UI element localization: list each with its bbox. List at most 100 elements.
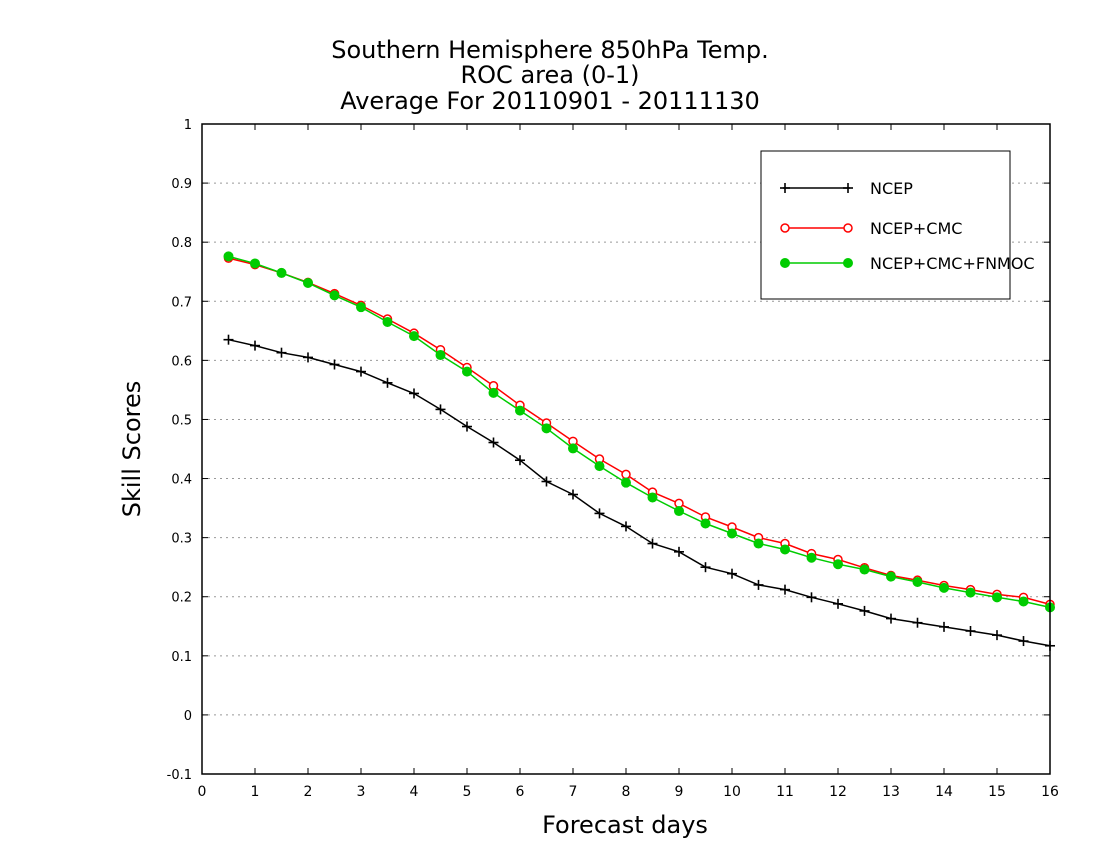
x-tick-label: 9 <box>675 784 684 800</box>
x-tick-label: 7 <box>569 784 578 800</box>
data-point <box>515 455 525 466</box>
series-2 <box>223 251 1055 613</box>
y-tick-label: 0.9 <box>171 177 192 192</box>
y-tick-label: 0.6 <box>171 354 192 369</box>
data-point <box>541 423 552 434</box>
data-point <box>356 366 366 377</box>
data-point <box>886 571 896 582</box>
legend-entry: NCEP <box>780 179 913 198</box>
x-tick-label: 3 <box>357 784 366 800</box>
data-point <box>753 579 764 590</box>
data-point <box>727 528 737 539</box>
x-tick-label: 13 <box>882 784 900 800</box>
data-point <box>780 544 790 555</box>
data-point <box>276 267 287 278</box>
data-point <box>276 347 287 358</box>
data-point <box>965 587 976 598</box>
x-axis-label: Forecast days <box>542 811 708 839</box>
y-tick-label: 1 <box>184 118 192 133</box>
x-tick-label: 0 <box>198 784 207 800</box>
x-tick-label: 5 <box>463 784 472 800</box>
data-point <box>753 538 764 549</box>
x-tick-label: 1 <box>251 784 260 800</box>
data-point <box>303 277 313 288</box>
y-axis-label: Skill Scores <box>118 381 146 518</box>
data-point <box>912 617 923 628</box>
legend-entry: NCEP+CMC+FNMOC <box>780 254 1035 273</box>
data-point <box>674 506 684 517</box>
data-point <box>329 359 340 370</box>
y-tick-label: -0.1 <box>167 768 192 783</box>
data-point <box>568 489 578 500</box>
x-tick-label: 4 <box>410 784 419 800</box>
data-point <box>435 404 446 415</box>
data-point <box>621 469 631 480</box>
series-line <box>228 255 1051 609</box>
data-point <box>435 350 446 361</box>
legend-marker <box>780 258 790 268</box>
y-tick-label: 0.8 <box>171 236 192 251</box>
y-tick-label: 0.1 <box>171 650 192 665</box>
data-point <box>382 316 393 327</box>
data-point <box>621 477 631 488</box>
data-point <box>912 576 923 587</box>
data-point <box>833 559 843 570</box>
data-point <box>409 388 419 399</box>
data-point <box>329 290 340 301</box>
chart-title-line-3: Average For 20110901 - 20111130 <box>340 87 760 115</box>
data-point <box>647 492 658 503</box>
series-0 <box>223 334 1055 651</box>
data-point <box>992 630 1002 641</box>
data-point <box>541 476 552 487</box>
legend-entry: NCEP+CMC <box>780 219 962 238</box>
data-point <box>488 387 499 398</box>
data-point <box>303 352 313 363</box>
data-point <box>568 443 578 454</box>
x-tick-label: 2 <box>304 784 313 800</box>
x-tick-label: 8 <box>622 784 631 800</box>
data-point <box>223 251 234 262</box>
data-point <box>780 584 790 595</box>
data-point <box>939 621 949 632</box>
data-point <box>594 461 605 472</box>
legend-label: NCEP+CMC+FNMOC <box>870 254 1035 273</box>
data-point <box>356 302 366 313</box>
data-point <box>700 518 711 529</box>
x-tick-label: 12 <box>829 784 847 800</box>
data-point <box>1018 596 1029 607</box>
data-point <box>833 598 843 609</box>
data-point <box>382 377 393 388</box>
data-point <box>647 538 658 549</box>
data-point <box>965 626 976 636</box>
legend-marker <box>780 183 790 193</box>
data-point <box>621 521 631 532</box>
data-point <box>223 334 234 345</box>
x-tick-label: 14 <box>935 784 953 800</box>
y-tick-label: 0.4 <box>171 473 192 488</box>
x-tick-label: 16 <box>1041 784 1059 800</box>
x-tick-label: 11 <box>776 784 794 800</box>
data-point <box>462 366 472 377</box>
data-point <box>250 258 260 269</box>
y-tick-label: 0.5 <box>171 413 192 428</box>
legend-box <box>760 150 1011 300</box>
series-line <box>228 257 1051 606</box>
legend-label: NCEP+CMC <box>870 219 962 238</box>
series-1 <box>223 253 1055 610</box>
data-point <box>409 331 419 342</box>
data-point <box>674 546 684 557</box>
data-point <box>488 437 499 448</box>
data-point <box>806 592 817 603</box>
data-point <box>859 605 870 616</box>
legend: NCEP NCEP+CMC NCEP+CMC+FNMOC <box>760 150 1035 300</box>
legend-marker <box>843 183 853 193</box>
data-point <box>992 592 1002 603</box>
x-tick-label: 6 <box>516 784 525 800</box>
y-tick-label: 0.2 <box>171 591 192 606</box>
chart-title-line-1: Southern Hemisphere 850hPa Temp. <box>331 36 769 64</box>
x-tick-label: 15 <box>988 784 1006 800</box>
legend-label: NCEP <box>870 179 913 198</box>
y-tick-label: 0.3 <box>171 532 192 547</box>
